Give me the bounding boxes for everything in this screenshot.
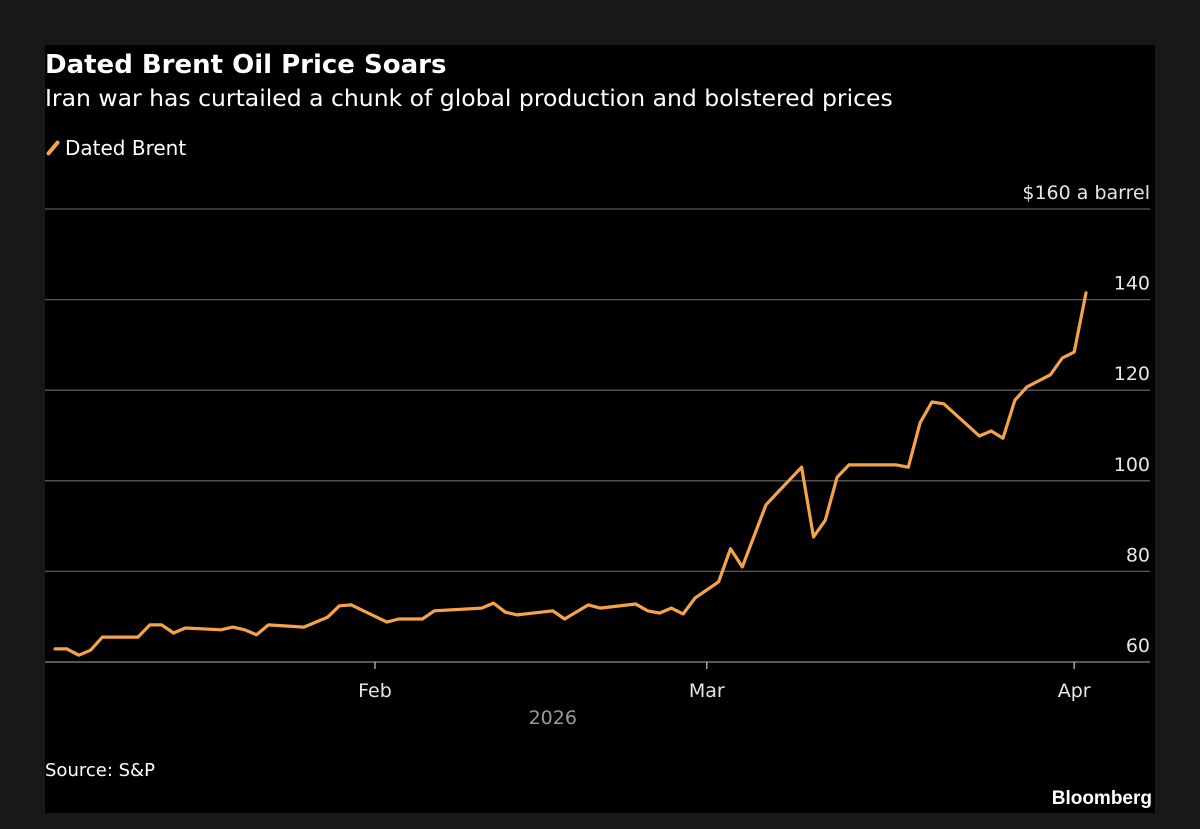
y-tick-label: 100: [1114, 454, 1150, 476]
y-tick-label: $160 a barrel: [1022, 182, 1150, 204]
legend-label: Dated Brent: [65, 136, 187, 160]
legend: Dated Brent: [45, 136, 186, 160]
y-tick-label: 120: [1114, 363, 1150, 385]
bloomberg-logo: Bloomberg: [1051, 788, 1152, 809]
y-tick-label: 80: [1126, 544, 1150, 566]
source-note: Source: S&P: [45, 760, 155, 781]
chart-subtitle: Iran war has curtailed a chunk of global…: [45, 84, 893, 112]
chart-title: Dated Brent Oil Price Soars: [45, 50, 447, 80]
x-tick-label: Mar: [689, 680, 725, 702]
y-tick-label: 60: [1126, 635, 1150, 657]
y-tick-label: 140: [1114, 273, 1150, 295]
x-tick-label: Apr: [1058, 680, 1091, 702]
series-line-dated-brent: [53, 291, 1088, 657]
x-tick-label: Feb: [358, 680, 392, 702]
x-axis-label: 2026: [529, 707, 577, 729]
